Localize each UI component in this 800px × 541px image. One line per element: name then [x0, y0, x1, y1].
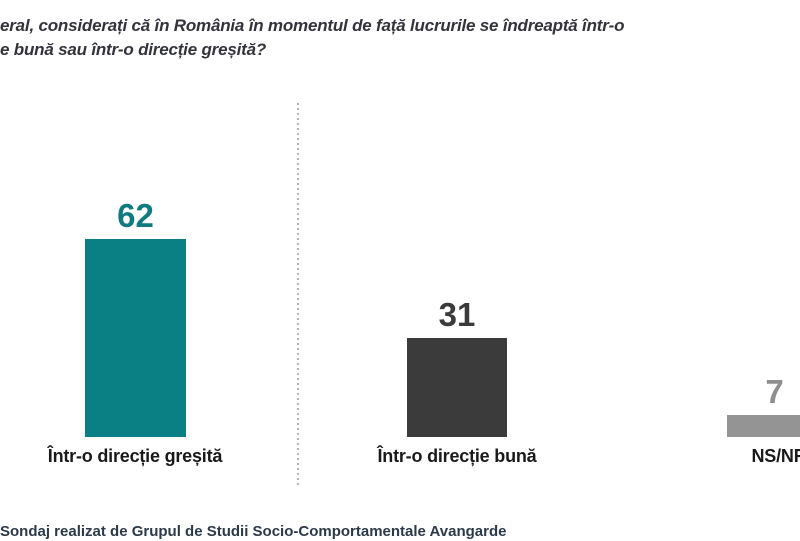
dashed-divider-line	[297, 103, 299, 488]
bar-group-nsnr: 7	[727, 0, 800, 437]
bar-value-gresita: 62	[117, 197, 154, 234]
bar-nsnr	[727, 415, 800, 437]
bar-label-nsnr: NS/NR	[751, 446, 800, 466]
bar-label-gresita: Într-o direcție greșită	[47, 446, 223, 466]
bar-buna	[407, 338, 507, 437]
survey-question-line1: eral, considerați că în România în momen…	[0, 16, 625, 35]
bar-value-buna: 31	[438, 296, 476, 333]
survey-question-title: eral, considerați că în România în momen…	[0, 14, 700, 62]
survey-question-line2: e bună sau într-o direcție greșită?	[0, 40, 267, 59]
source-footer-clipped: Sondaj realizat de Grupul de Studii Soci…	[0, 523, 507, 540]
bar-label-buna: Într-o direcție bună	[377, 446, 537, 466]
bar-gresita	[85, 239, 186, 437]
bar-chart: 62 31 7	[85, 0, 800, 437]
bar-group-gresita: 62	[85, 0, 186, 437]
bar-group-buna: 31	[407, 0, 507, 437]
bar-value-nsnr: 7	[765, 373, 784, 410]
